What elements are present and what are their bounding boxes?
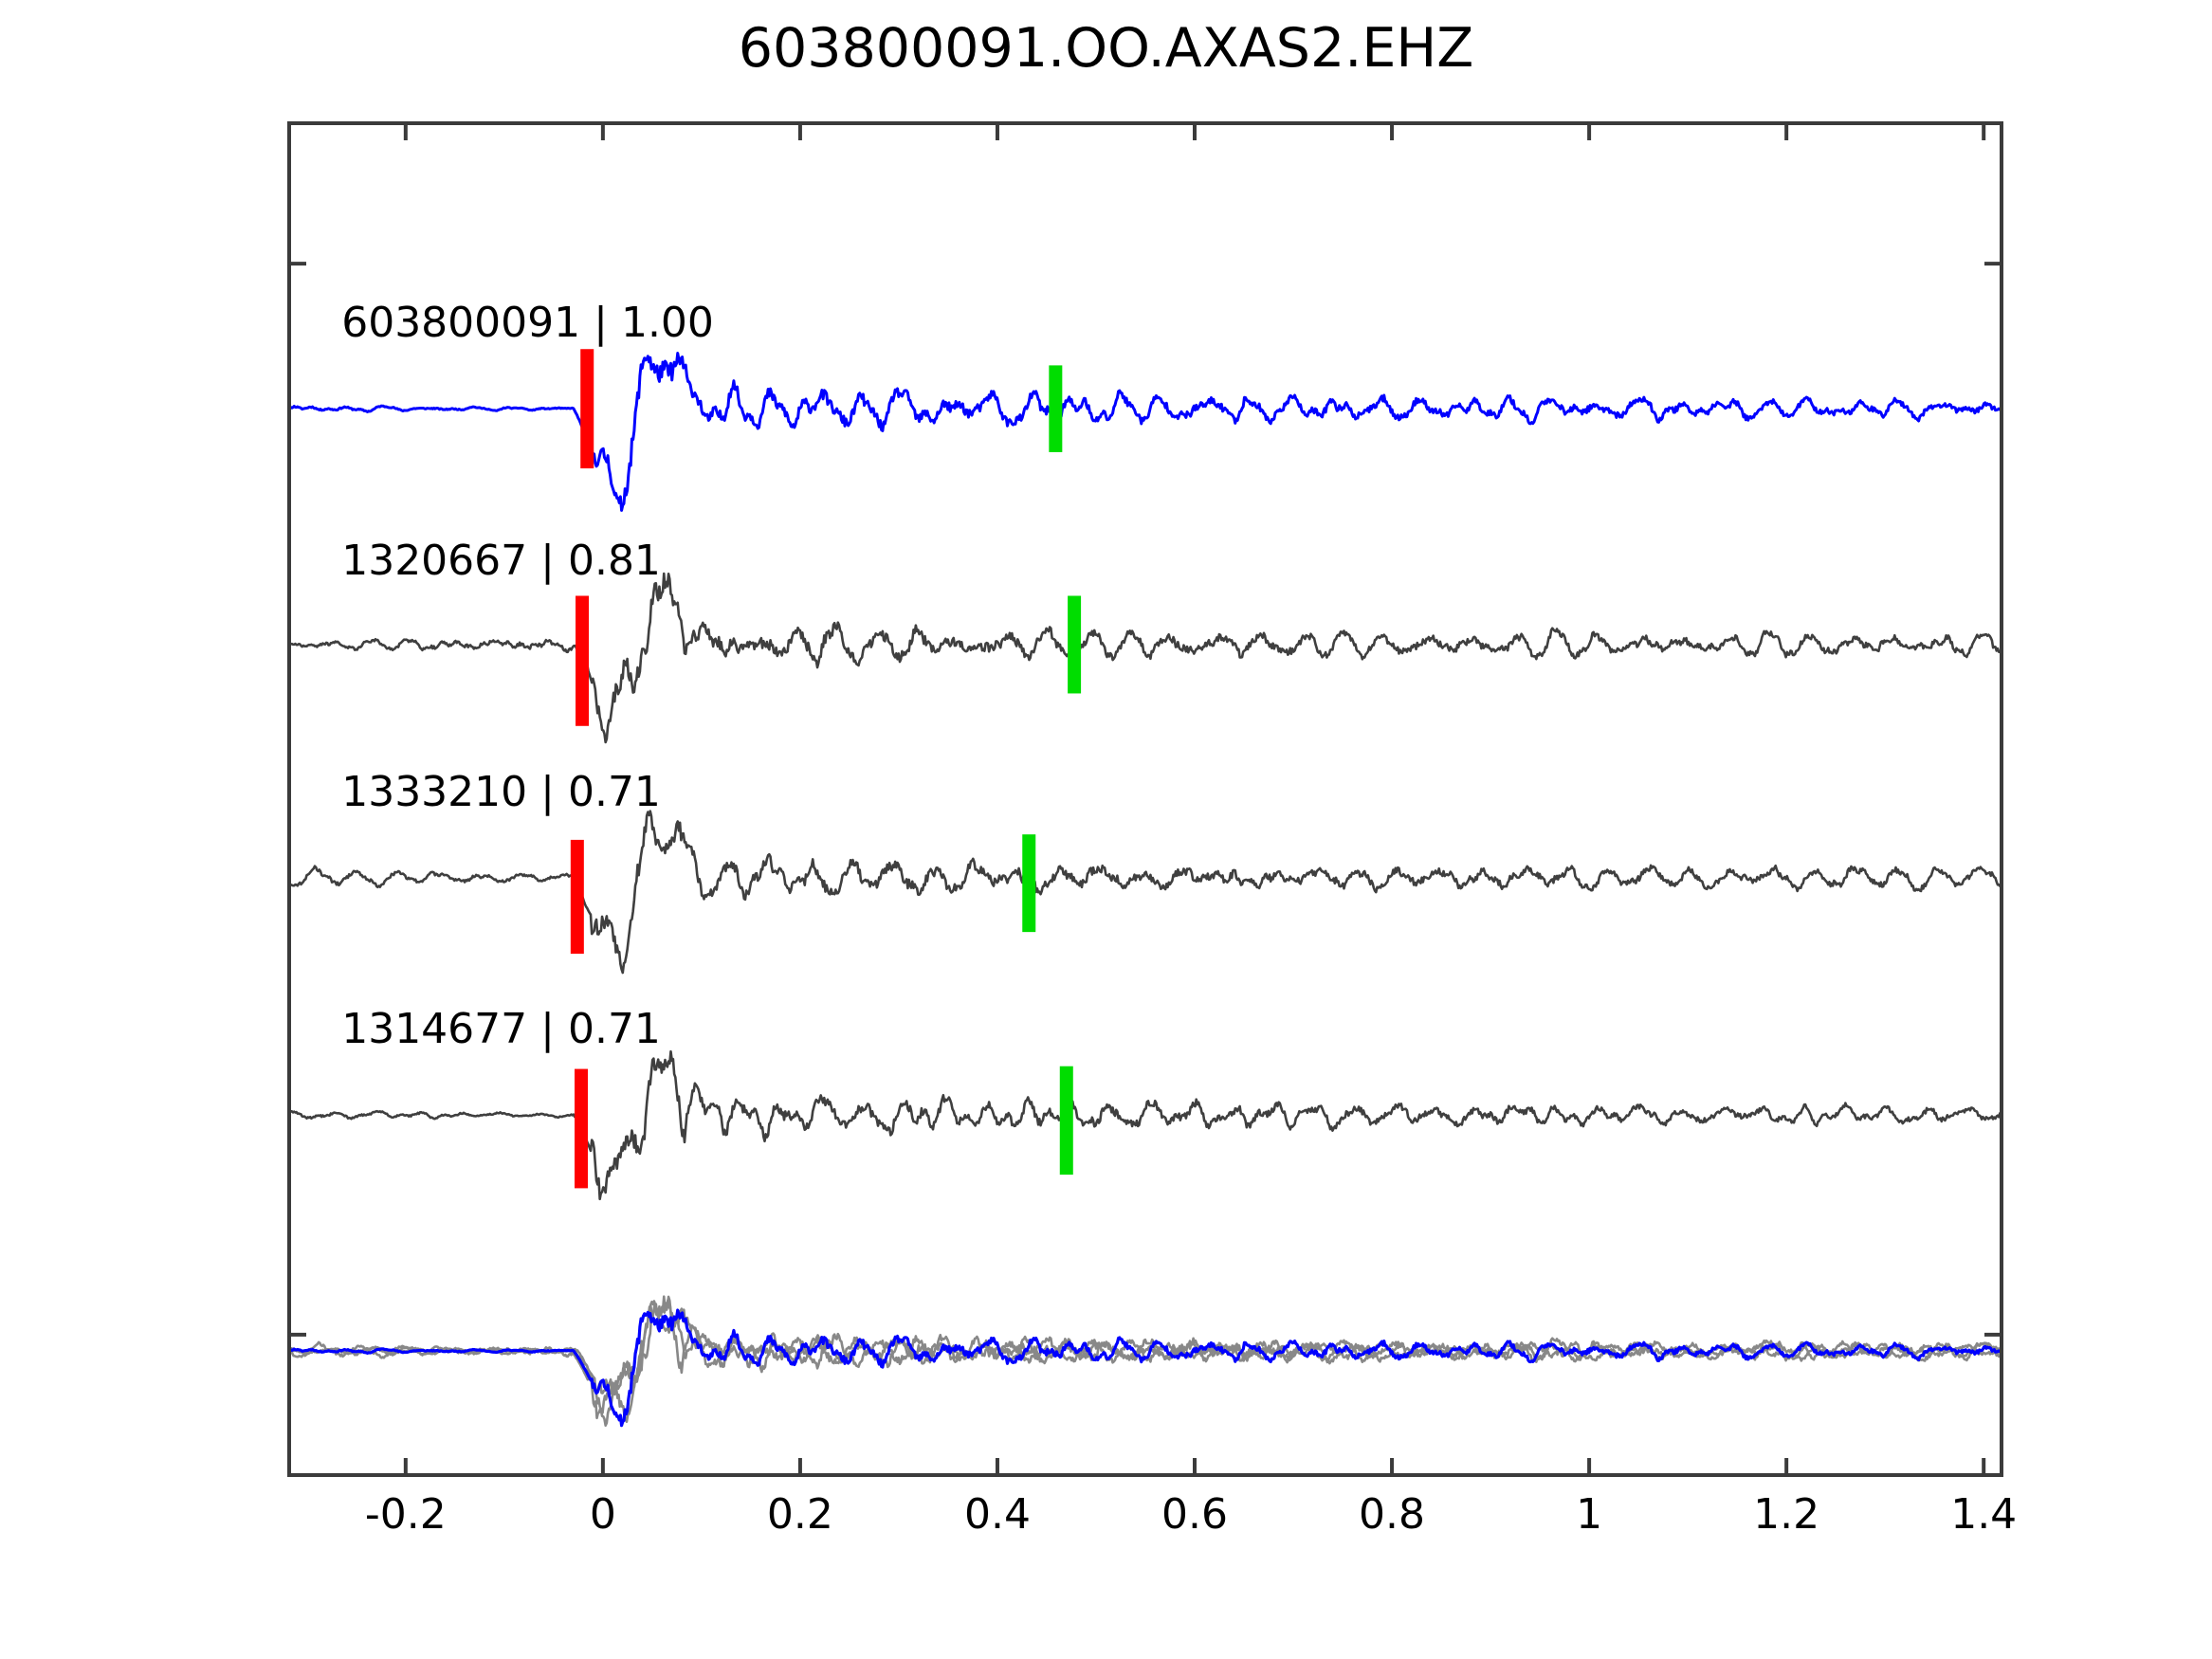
pick-marker-s-603800091 xyxy=(1049,365,1063,452)
x-tick-label: 0.8 xyxy=(1359,1490,1426,1539)
waveform-trace-1320667 xyxy=(287,572,2003,744)
x-axis-tick-labels: -0.2 0 0.2 0.4 0.6 0.8 1 1.2 1.4 xyxy=(287,1490,2017,1557)
trace-label-1314677: 1314677 | 0.71 xyxy=(341,1005,661,1054)
x-tick-label: 0.4 xyxy=(963,1490,1031,1539)
pick-marker-s-1314677 xyxy=(1059,1066,1073,1176)
x-tick-label: 0.2 xyxy=(766,1490,833,1539)
waveform-svg xyxy=(287,121,2003,1477)
page-title: 603800091.OO.AXAS2.EHZ xyxy=(738,17,1474,80)
pick-marker-p-1320667 xyxy=(576,595,590,726)
pick-marker-p-603800091 xyxy=(580,349,594,469)
waveform-trace-1314677 xyxy=(287,1049,2003,1201)
pick-marker-p-1333210 xyxy=(570,839,584,955)
waveform-trace-1333210 xyxy=(287,810,2003,975)
stack-overlay-group xyxy=(287,1295,2003,1428)
trace-label-1320667: 1320667 | 0.81 xyxy=(341,536,661,585)
x-tick-label: 0 xyxy=(589,1490,616,1539)
trace-group-603800091 xyxy=(287,349,2003,512)
trace-group-1314677 xyxy=(287,1049,2003,1201)
trace-group-1333210 xyxy=(287,810,2003,975)
stack-trace-1333210 xyxy=(289,1300,2003,1424)
trace-group-1320667 xyxy=(287,572,2003,744)
x-tick-label: 0.6 xyxy=(1161,1490,1228,1539)
x-tick-label: 1 xyxy=(1576,1490,1603,1539)
plot-axes xyxy=(287,121,2003,1477)
stack-trace-603800091 xyxy=(287,1308,2003,1428)
x-tick-label: -0.2 xyxy=(364,1490,447,1539)
pick-marker-p-1314677 xyxy=(574,1068,588,1189)
x-tick-label: 1.2 xyxy=(1753,1490,1820,1539)
stack-trace-1320667 xyxy=(287,1295,2003,1427)
pick-marker-s-1320667 xyxy=(1068,595,1082,694)
x-tick-label: 1.4 xyxy=(1950,1490,2018,1539)
trace-label-603800091: 603800091 | 1.00 xyxy=(341,299,714,348)
waveform-trace-603800091 xyxy=(287,352,2003,512)
pick-marker-s-1333210 xyxy=(1022,834,1036,933)
axes-frame xyxy=(287,121,2003,1477)
trace-label-1333210: 1333210 | 0.71 xyxy=(341,768,661,817)
